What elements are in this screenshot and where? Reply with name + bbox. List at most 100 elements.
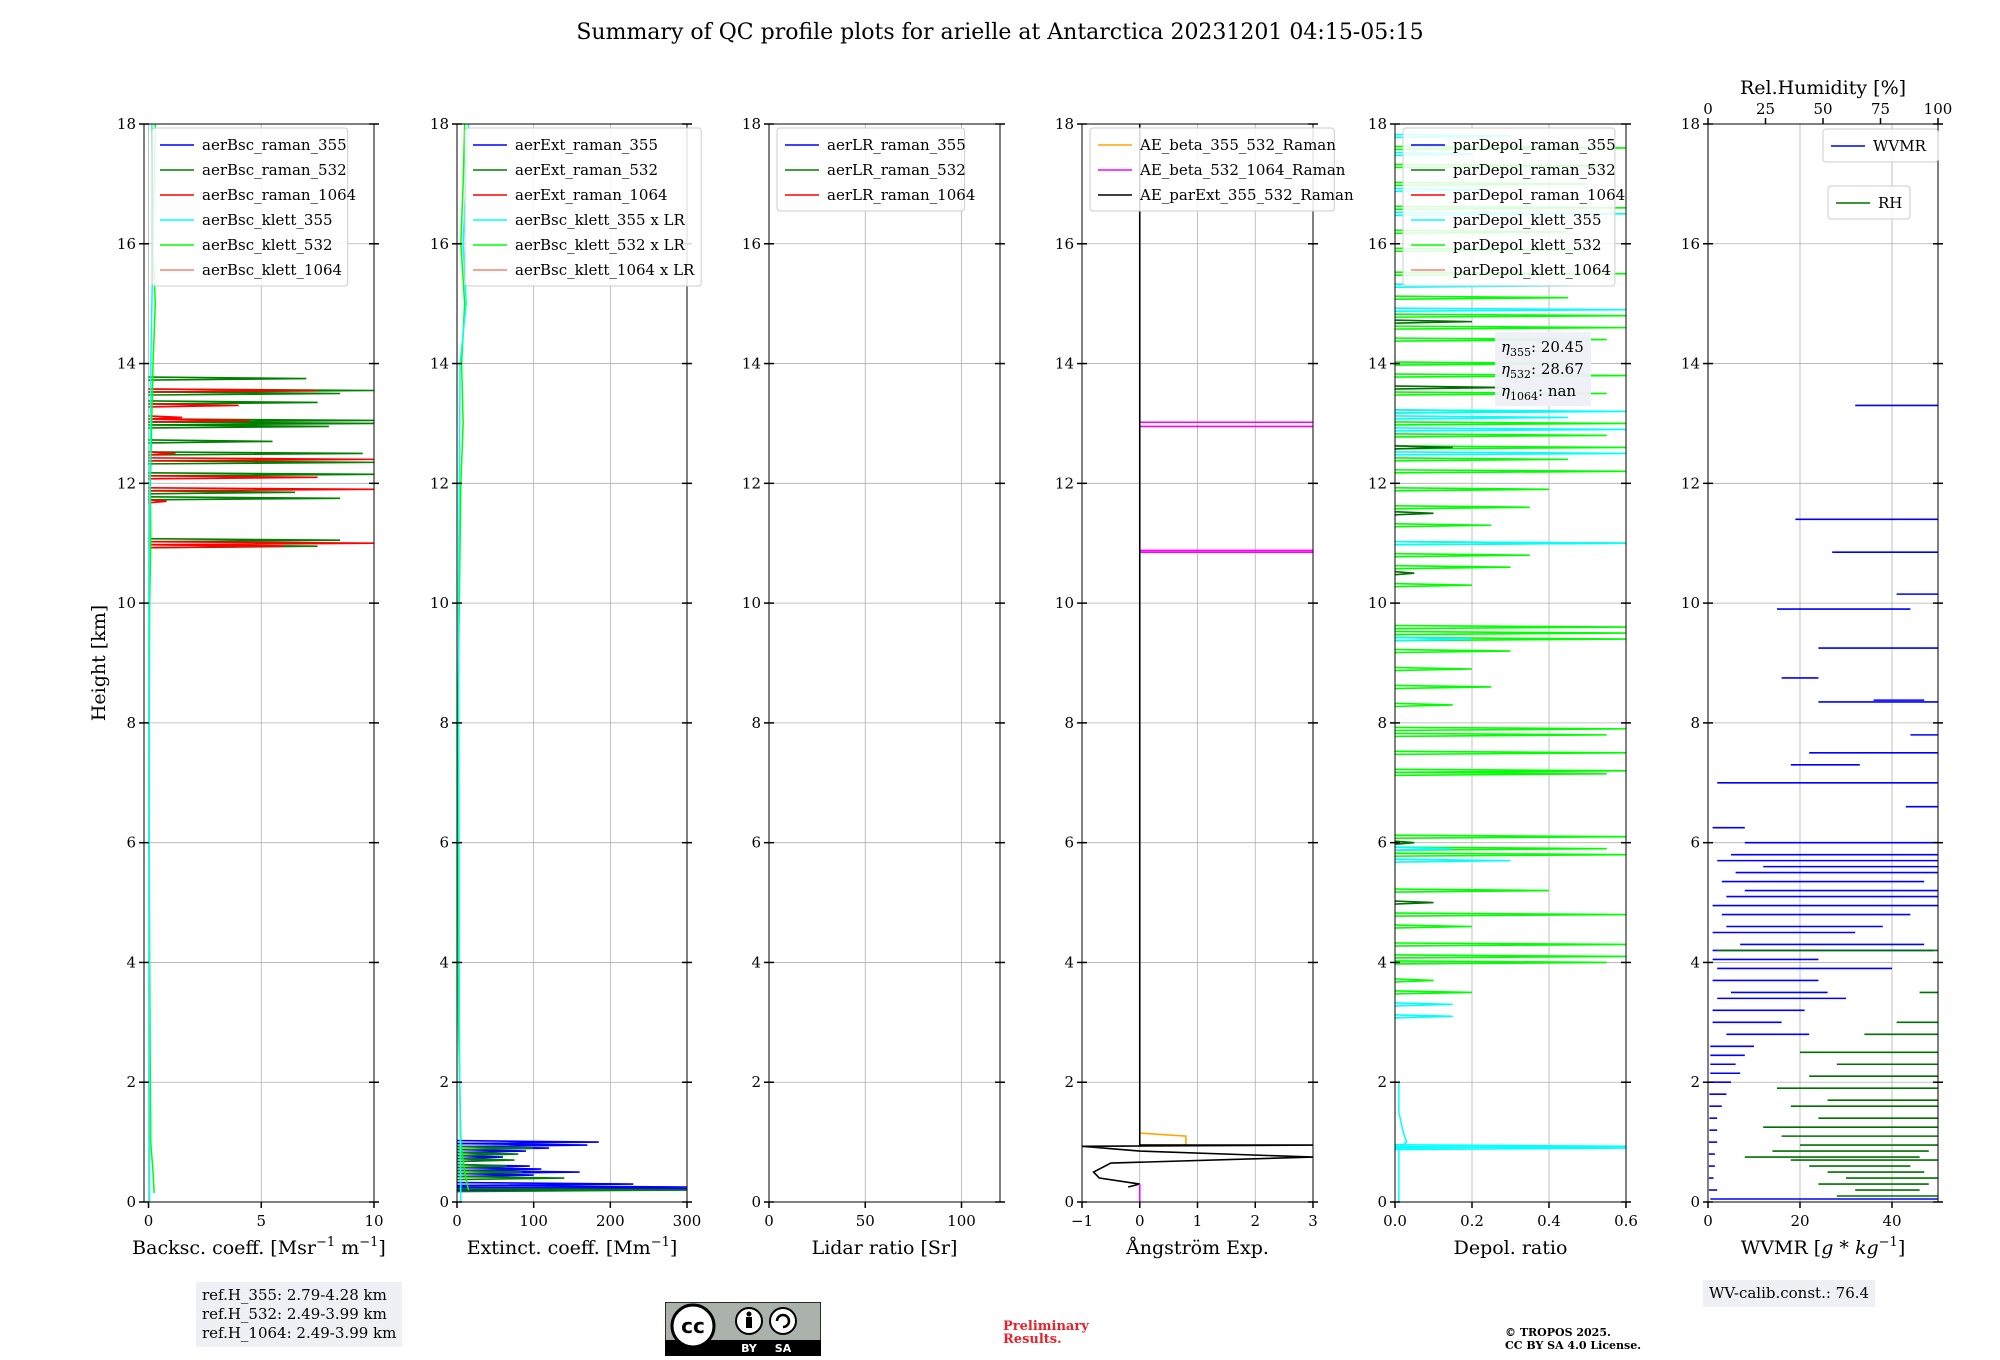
series-cyan-profile bbox=[1398, 1082, 1408, 1202]
y-tick-label: 10 bbox=[742, 594, 761, 612]
series-green-spike bbox=[148, 391, 341, 396]
eta-line: η355: 20.45 bbox=[1501, 338, 1584, 359]
y-tick-label: 4 bbox=[1377, 953, 1387, 971]
legend-label: WVMR bbox=[1873, 137, 1927, 155]
y-tick-label: 10 bbox=[1681, 594, 1700, 612]
series-group bbox=[1395, 133, 1626, 1202]
series-lime-spike bbox=[1395, 834, 1626, 839]
panel-depol: 0 2 4 6 8 10 12 14 16 18 0.0 0.2 0.4 0.6 Depol. ratio p… bbox=[1368, 115, 1638, 1259]
series-cyan-spike bbox=[1395, 307, 1626, 312]
refh-355: ref.H_355: 2.79-4.28 km bbox=[202, 1286, 387, 1304]
y-tick-label: 18 bbox=[1681, 115, 1700, 133]
x-tick-label: 1 bbox=[1193, 1212, 1203, 1230]
top-x-axis-label: Rel.Humidity [%] bbox=[1740, 77, 1906, 99]
series-blue-spike bbox=[457, 1142, 588, 1148]
x-tick-label: 0 bbox=[1135, 1212, 1145, 1230]
series-green-spike bbox=[457, 1169, 523, 1175]
series-group bbox=[1082, 124, 1313, 1202]
legend-label: parDepol_klett_355 bbox=[1453, 211, 1602, 229]
x-tick-label: 0 bbox=[1703, 1212, 1713, 1230]
y-tick-label: 14 bbox=[117, 355, 136, 373]
legend-box bbox=[151, 127, 349, 287]
series-darkgreen-spike bbox=[1395, 900, 1434, 905]
x-tick-label: 0 bbox=[452, 1212, 462, 1230]
series-red-spike bbox=[148, 388, 318, 393]
series-blue-spike bbox=[457, 1186, 687, 1192]
axes-frame bbox=[456, 123, 688, 1203]
series-cyan-spike bbox=[1395, 636, 1473, 642]
top-x-tick-label: 0 bbox=[1703, 100, 1713, 118]
refh-box: ref.H_355: 2.79-4.28 km ref.H_532: 2.49-… bbox=[196, 1282, 403, 1347]
series-lime-spike bbox=[1395, 648, 1511, 654]
series-lime-spike bbox=[1395, 504, 1530, 510]
series-lime-spike bbox=[1395, 313, 1626, 318]
series-red-spike bbox=[148, 540, 374, 546]
y-tick-label: 16 bbox=[742, 235, 761, 253]
x-axis-label: WVMR [g * kg−1] bbox=[1741, 1235, 1905, 1259]
y-tick-label: 12 bbox=[117, 474, 136, 492]
y-tick-label: 4 bbox=[439, 953, 449, 971]
x-tick-label: 0 bbox=[144, 1212, 154, 1230]
y-tick-label: 16 bbox=[1055, 235, 1074, 253]
legend-label: aerLR_raman_355 bbox=[827, 136, 966, 154]
x-tick-label: 0.6 bbox=[1614, 1212, 1638, 1230]
y-tick-label: 2 bbox=[1064, 1073, 1074, 1091]
series-lime-spike bbox=[1395, 522, 1492, 528]
y-tick-label: 18 bbox=[430, 115, 449, 133]
series-cyan-spike bbox=[1395, 846, 1453, 851]
series-red-spike bbox=[148, 475, 318, 480]
refh-1064: ref.H_1064: 2.49-3.99 km bbox=[202, 1324, 397, 1342]
y-tick-label: 4 bbox=[751, 953, 761, 971]
series-cyan-spike bbox=[1395, 415, 1569, 420]
series-darkgreen-spike bbox=[1395, 510, 1434, 516]
series-cyan-profile bbox=[148, 124, 154, 1202]
y-tick-label: 8 bbox=[126, 714, 136, 732]
top-x-tick-label: 100 bbox=[1924, 100, 1953, 118]
legend-label: aerBsc_raman_532 bbox=[202, 161, 347, 179]
x-axis-label: Depol. ratio bbox=[1454, 1237, 1568, 1259]
y-tick-label: 10 bbox=[430, 594, 449, 612]
cc-logo-sa: SA bbox=[775, 1342, 792, 1355]
y-tick-label: 6 bbox=[1690, 834, 1700, 852]
series-lime-spike bbox=[1395, 750, 1626, 756]
series-lime-spike bbox=[1395, 846, 1607, 851]
y-tick-label: 4 bbox=[1064, 953, 1074, 971]
x-tick-label: 10 bbox=[364, 1212, 383, 1230]
y-axis-label: Height [km] bbox=[88, 605, 110, 721]
series-lime-spike bbox=[1395, 325, 1626, 330]
y-tick-label: 8 bbox=[1064, 714, 1074, 732]
x-axis-label: Extinct. coeff. [Mm−1] bbox=[467, 1235, 678, 1259]
series-green-spike bbox=[148, 460, 374, 465]
y-tick-label: 6 bbox=[126, 834, 136, 852]
series-lime-spike bbox=[1395, 582, 1473, 588]
x-tick-label: 0.2 bbox=[1460, 1212, 1484, 1230]
series-lime-spike bbox=[1395, 912, 1626, 917]
y-tick-label: 0 bbox=[126, 1193, 136, 1211]
x-tick-label: 0 bbox=[764, 1212, 774, 1230]
eta-box bbox=[1495, 332, 1591, 406]
x-tick-label: 3 bbox=[1308, 1212, 1318, 1230]
y-tick-label: 2 bbox=[439, 1073, 449, 1091]
series-green-spike bbox=[148, 537, 341, 543]
series-lime-spike bbox=[1395, 726, 1626, 732]
legend-label: aerBsc_klett_1064 bbox=[202, 261, 342, 279]
x-tick-label: 5 bbox=[256, 1212, 266, 1230]
y-tick-label: 16 bbox=[430, 235, 449, 253]
series-lime-spike bbox=[1395, 457, 1569, 462]
y-tick-label: 12 bbox=[742, 474, 761, 492]
series-cyan-spike bbox=[1395, 451, 1626, 456]
series-green-spike bbox=[148, 472, 374, 477]
series-lime-spike bbox=[1395, 433, 1607, 438]
x-tick-label: 0.0 bbox=[1383, 1212, 1407, 1230]
legend-box bbox=[1089, 127, 1335, 212]
series-lime-spike bbox=[1395, 666, 1473, 672]
y-tick-label: 18 bbox=[117, 115, 136, 133]
preliminary-line2: Results. bbox=[1003, 1332, 1062, 1347]
cc-logo-by: BY bbox=[741, 1342, 758, 1355]
x-tick-label: 200 bbox=[596, 1212, 625, 1230]
figure-title: Summary of QC profile plots for arielle … bbox=[576, 20, 1424, 45]
axes-frame bbox=[768, 123, 1001, 1203]
y-tick-label: 14 bbox=[1681, 355, 1700, 373]
